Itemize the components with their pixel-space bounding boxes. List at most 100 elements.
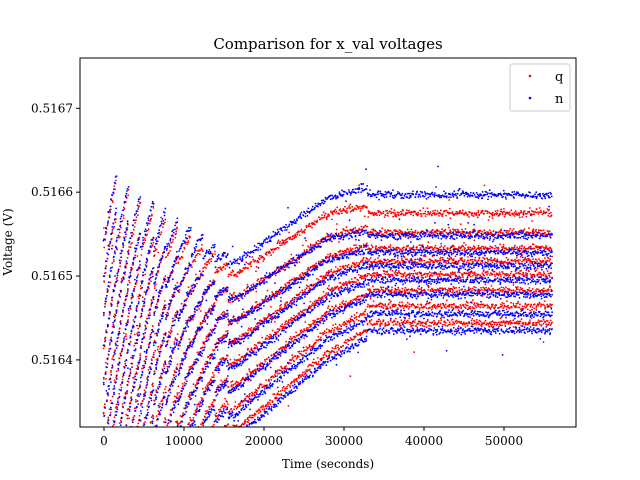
scatter-point-q [202,368,205,371]
scatter-point-q [424,272,426,275]
scatter-point-q [112,355,114,358]
scatter-point-q [406,305,409,307]
scatter-point-q [229,301,231,303]
scatter-point-q [487,272,489,275]
scatter-point-q [151,382,154,385]
scatter-point-q [419,209,421,212]
scatter-point-q [426,245,429,248]
scatter-point-q [438,230,440,232]
scatter-point-q [222,405,224,408]
scatter-point-q [480,211,483,213]
scatter-point-q [312,358,315,361]
scatter-point-q [248,370,251,373]
scatter-point-q [220,267,223,270]
scatter-point-q [395,288,398,291]
scatter-point-q [464,307,467,309]
scatter-point-q [163,333,165,336]
scatter-point-q [340,285,342,288]
scatter-point-q [263,386,266,388]
scatter-point-q [455,319,458,322]
scatter-point-q [325,355,328,358]
scatter-point-q [209,378,212,381]
scatter-point-q [424,276,427,279]
scatter-point-q [291,319,294,322]
scatter-point-q [362,256,365,259]
scatter-point-q [166,254,169,257]
scatter-point-q [157,413,160,416]
scatter-point-q [120,386,123,389]
scatter-point-q [129,371,132,373]
scatter-point-q [425,326,428,329]
scatter-point-q [215,415,218,417]
scatter-point-q [385,259,387,262]
scatter-point-q [130,356,133,359]
scatter-point-q [437,303,440,306]
scatter-point-q [294,355,297,357]
scatter-point-q [319,242,322,245]
scatter-point-q [251,414,254,417]
scatter-point-q [102,412,105,415]
scatter-point-q [268,313,270,315]
scatter-point-q [328,310,330,313]
scatter-point-q [189,416,192,419]
scatter-point-q [428,271,431,274]
scatter-point-q [277,390,280,393]
scatter-point-q [412,246,415,249]
scatter-point-q [440,273,442,275]
scatter-point-q [311,302,314,304]
scatter-point-q [386,287,388,290]
scatter-point-q [328,351,331,353]
scatter-point-q [227,324,230,326]
scatter-point-q [299,375,302,377]
scatter-point-q [424,210,427,213]
scatter-point-q [237,358,240,361]
scatter-point-q [143,335,146,338]
scatter-point-q [444,321,447,324]
scatter-point-q [298,293,301,295]
scatter-point-q [135,249,137,251]
scatter-point-q [319,332,322,335]
scatter-point-q [135,216,138,219]
scatter-point-q [209,356,212,359]
scatter-point-q [310,305,312,308]
scatter-point-q [260,279,262,282]
scatter-point-q [240,425,242,427]
scatter-point-q [163,300,166,302]
scatter-point-q [265,299,267,301]
scatter-point-q [338,212,341,215]
scatter-point-q [430,308,433,311]
scatter-point-q [460,320,463,323]
scatter-point-q [143,389,146,392]
scatter-point-q [266,405,268,408]
scatter-point-q [395,323,398,326]
scatter-point-q [400,275,403,278]
scatter-point-q [483,269,485,272]
scatter-point-q [116,344,119,347]
scatter-point-q [394,317,397,320]
scatter-point-q [226,264,229,267]
scatter-point-q [164,388,166,391]
scatter-point-q [241,422,244,425]
scatter-point-q [152,207,155,209]
scatter-point-q [477,259,479,262]
scatter-point-q [445,299,448,302]
scatter-point-q [124,362,127,365]
scatter-point-q [265,404,268,406]
scatter-point-q [192,383,195,386]
scatter-point-q [296,356,299,359]
scatter-point-q [274,292,277,295]
scatter-point-q [270,354,273,357]
scatter-point-q [402,246,405,249]
scatter-point-q [272,393,275,396]
scatter-point-q [298,333,301,335]
scatter-point-q [153,255,155,257]
scatter-point-q [316,220,318,223]
scatter-point-q [474,256,477,259]
scatter-point-q [278,348,280,351]
scatter-point-q [213,349,216,351]
scatter-point-q [179,257,182,259]
scatter-point-q [369,289,372,292]
scatter-point-q [336,206,339,209]
scatter-point-q [436,210,439,212]
scatter-point-q [473,286,476,288]
